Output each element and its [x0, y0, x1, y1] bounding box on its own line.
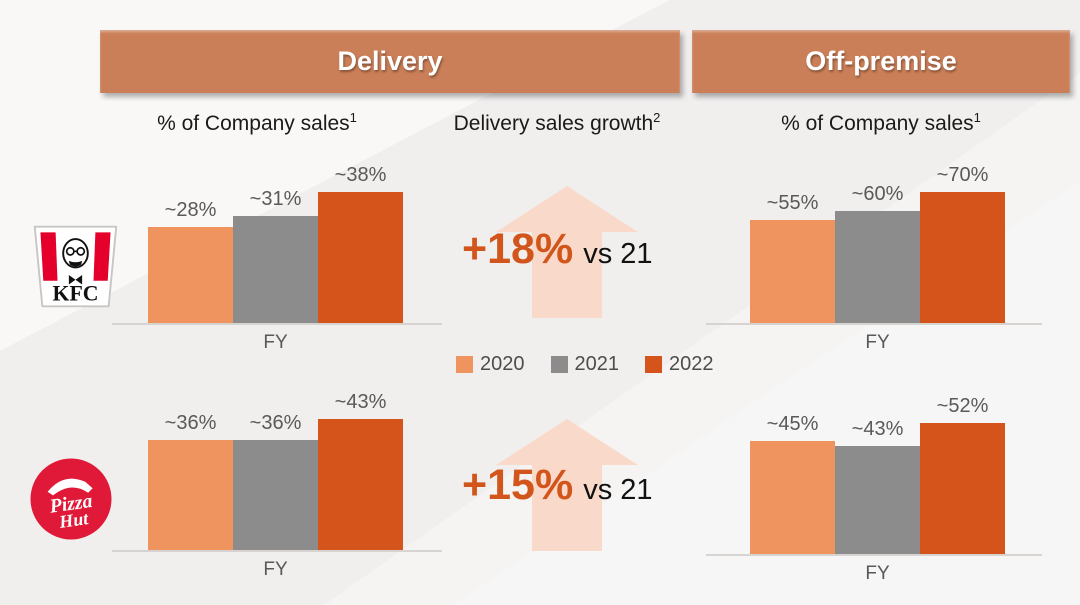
- bar-value-label: ~43%: [334, 391, 387, 413]
- bar-2022: ~70%: [920, 164, 1005, 324]
- bar-2021: ~60%: [835, 183, 920, 324]
- bar-chart-kfc-delivery: ~28% ~31% ~38%: [148, 144, 403, 324]
- bar-value-label: ~43%: [851, 418, 904, 440]
- kfc-logo-icon: KFC: [33, 225, 118, 308]
- banner-off-premise: Off-premise: [692, 30, 1070, 93]
- column-header-delivery-growth: Delivery sales growth2: [407, 110, 707, 136]
- bar-2021: ~31%: [233, 188, 318, 324]
- bar-value-label: ~31%: [249, 188, 302, 210]
- growth-arrow-up-icon: [496, 186, 638, 318]
- bar-value-label: ~38%: [334, 164, 387, 186]
- pizza-hut-logo-icon: Pizza Hut: [30, 458, 112, 540]
- column-header-delivery-share: % of Company sales1: [107, 110, 407, 136]
- bar-value-label: ~52%: [936, 395, 989, 417]
- bar-value-label: ~28%: [164, 199, 217, 221]
- bar-chart-pizza-hut-off-premise: ~45% ~43% ~52%: [750, 375, 1005, 555]
- chart-axis: [112, 550, 442, 552]
- bar-2020: ~28%: [148, 199, 233, 324]
- bar-2020: ~45%: [750, 413, 835, 555]
- fy-axis-label: FY: [263, 332, 288, 353]
- chart-axis: [706, 554, 1042, 556]
- legend: 2020 2021 2022: [456, 353, 714, 376]
- legend-item-2022: 2022: [645, 353, 714, 376]
- bar-value-label: ~70%: [936, 164, 989, 186]
- bar-2022: ~52%: [920, 395, 1005, 555]
- legend-item-2020: 2020: [456, 353, 525, 376]
- bar-2021: ~36%: [233, 412, 318, 551]
- kfc-logo: KFC: [28, 222, 123, 317]
- growth-vs-label: vs 21: [583, 238, 653, 270]
- footnote-marker: 1: [349, 110, 357, 125]
- growth-value: +18%: [462, 225, 574, 273]
- chart-axis: [706, 323, 1042, 325]
- bar-value-label: ~55%: [766, 192, 819, 214]
- growth-vs-label: vs 21: [583, 474, 653, 506]
- banner-delivery-label: Delivery: [337, 46, 443, 76]
- chart-axis: [112, 323, 442, 325]
- svg-text:Hut: Hut: [57, 508, 90, 532]
- column-header-text: % of Company sales: [157, 112, 350, 135]
- footnote-marker: 2: [653, 110, 661, 125]
- banner-off-premise-label: Off-premise: [805, 46, 957, 76]
- column-header-off-premise-share: % of Company sales1: [731, 110, 1031, 136]
- bar-2020: ~36%: [148, 412, 233, 551]
- bar-2022: ~38%: [318, 164, 403, 324]
- legend-label: 2020: [480, 353, 525, 375]
- bar-2021: ~43%: [835, 418, 920, 555]
- fy-axis-label: FY: [865, 332, 890, 353]
- legend-swatch-2021: [550, 356, 568, 373]
- bar-value-label: ~60%: [851, 183, 904, 205]
- footnote-marker: 1: [973, 110, 981, 125]
- bar-chart-kfc-off-premise: ~55% ~60% ~70%: [750, 144, 1005, 324]
- column-header-text: % of Company sales: [781, 112, 974, 135]
- bar-2022: ~43%: [318, 391, 403, 551]
- legend-label: 2022: [669, 353, 714, 375]
- pizza-hut-logo: Pizza Hut: [26, 454, 116, 549]
- legend-item-2021: 2021: [550, 353, 620, 376]
- svg-text:KFC: KFC: [53, 282, 99, 306]
- bar-value-label: ~36%: [249, 412, 302, 434]
- bar-value-label: ~36%: [164, 412, 217, 434]
- growth-arrow-up-icon: [496, 419, 638, 551]
- growth-callout-kfc: +18% vs 21: [462, 225, 653, 274]
- legend-label: 2021: [574, 353, 620, 375]
- legend-swatch-2022: [645, 356, 662, 373]
- bar-2020: ~55%: [750, 192, 835, 324]
- bar-chart-pizza-hut-delivery: ~36% ~36% ~43%: [148, 371, 403, 551]
- growth-value: +15%: [462, 461, 574, 509]
- banner-delivery: Delivery: [100, 30, 680, 93]
- fy-axis-label: FY: [865, 563, 890, 584]
- column-header-text: Delivery sales growth: [453, 112, 654, 135]
- legend-swatch-2020: [456, 356, 473, 373]
- fy-axis-label: FY: [263, 559, 288, 580]
- growth-callout-pizza-hut: +15% vs 21: [462, 461, 653, 510]
- bar-value-label: ~45%: [766, 413, 819, 435]
